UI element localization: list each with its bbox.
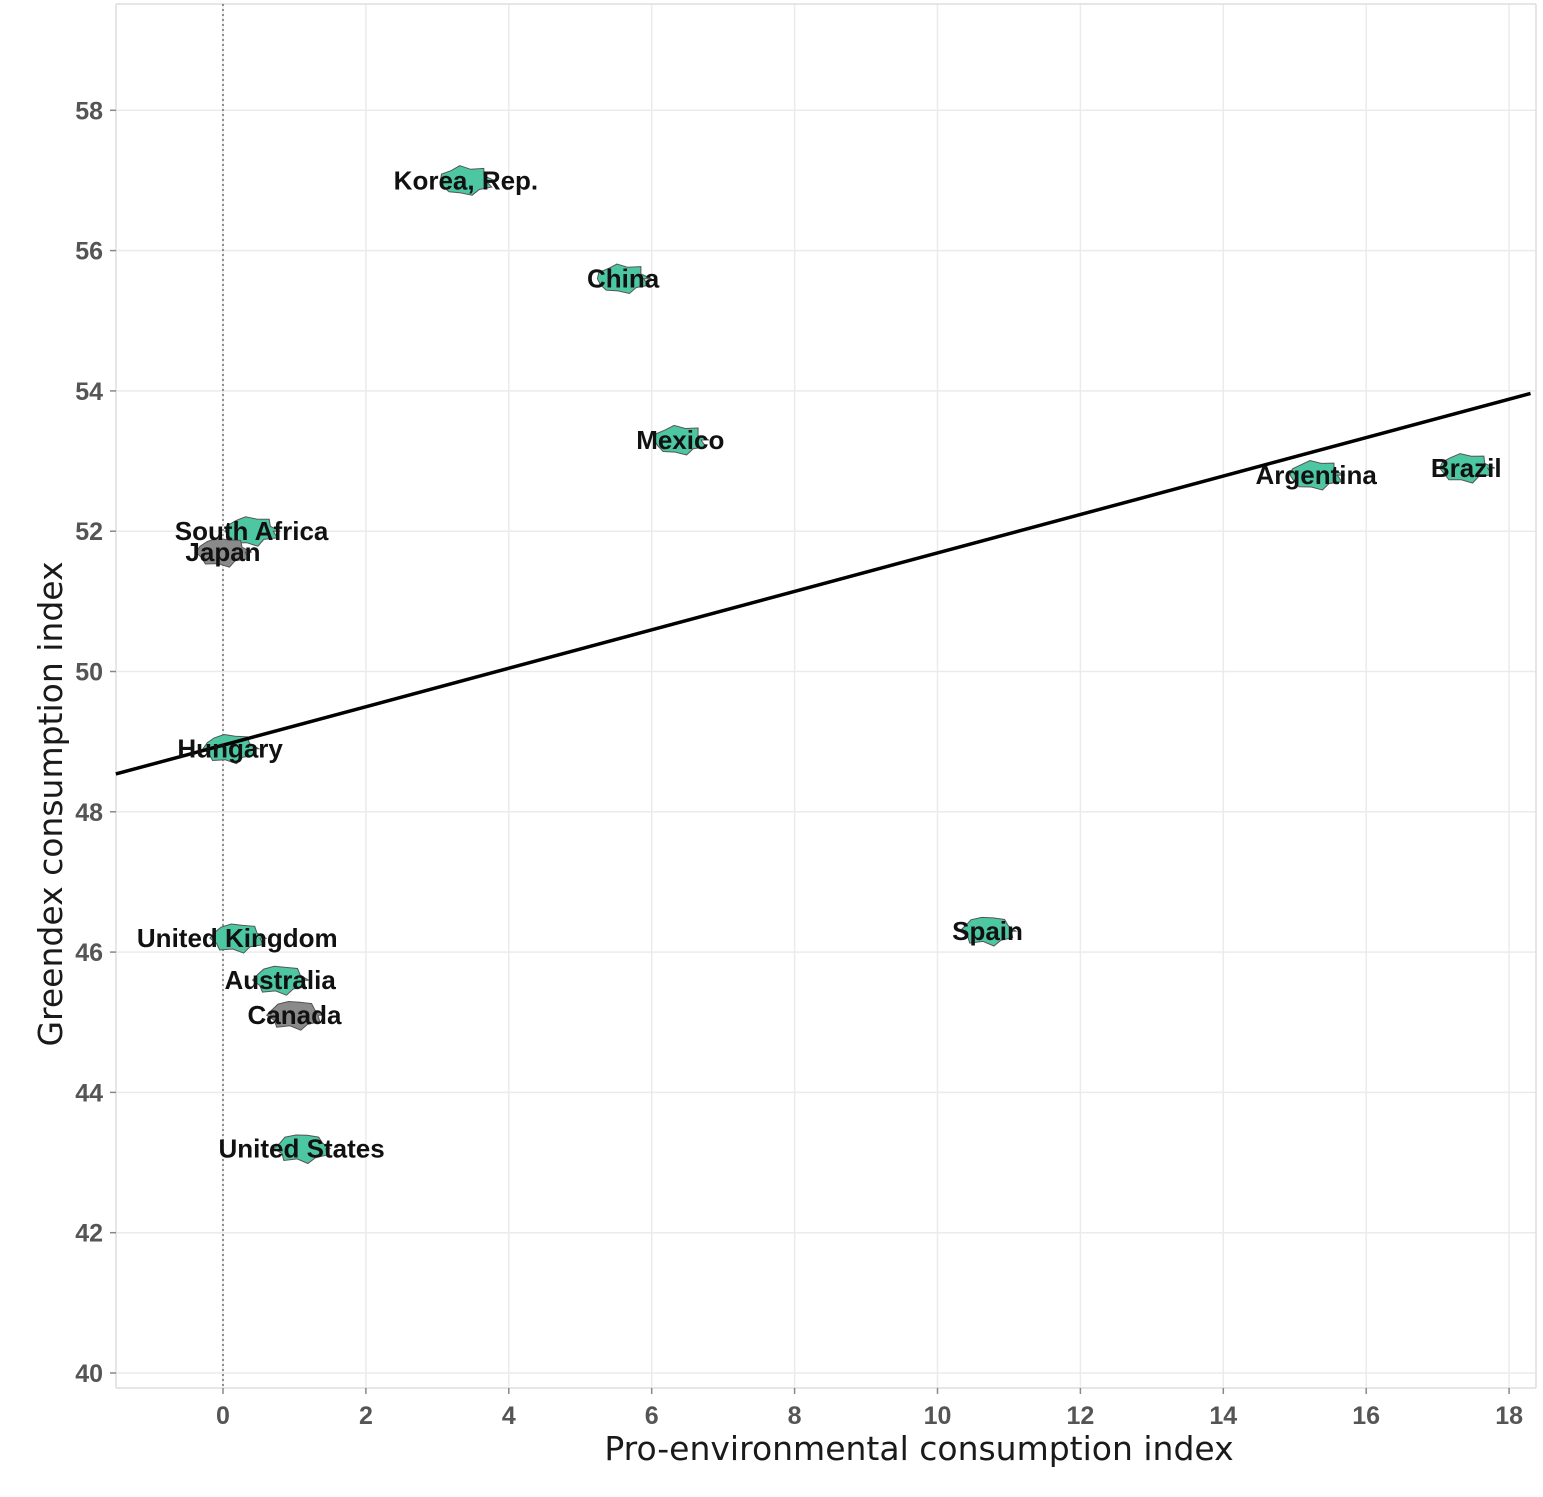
- point-label: Hungary: [177, 734, 283, 764]
- point-label: Japan: [185, 537, 260, 567]
- point-label: Spain: [952, 916, 1023, 946]
- country-marker: [195, 537, 252, 568]
- y-axis-title: Greendex consumption index: [31, 561, 70, 1046]
- x-tick-label: 10: [924, 1402, 952, 1430]
- x-axis-ticks: 0 2 4 6 8 10 12 14 16 18: [216, 1388, 1523, 1430]
- y-tick-label: 40: [75, 1360, 103, 1388]
- y-tick-label: 56: [75, 238, 103, 266]
- country-marker: [272, 1134, 332, 1165]
- y-tick-label: 54: [75, 378, 103, 406]
- point-label: Mexico: [636, 425, 724, 455]
- y-tick-label: 44: [75, 1079, 103, 1107]
- y-axis-ticks: 40 42 44 46 48 50 52 54 56 58: [75, 97, 116, 1388]
- x-tick-label: 12: [1066, 1402, 1094, 1430]
- point-label: China: [587, 264, 660, 294]
- x-tick-label: 4: [502, 1402, 516, 1430]
- x-tick-label: 18: [1495, 1402, 1523, 1430]
- y-tick-label: 58: [75, 97, 103, 125]
- point-label: Australia: [225, 965, 337, 995]
- point-label: Canada: [247, 1000, 341, 1030]
- country-marker: [439, 165, 495, 196]
- y-tick-label: 42: [75, 1220, 103, 1248]
- y-tick-label: 52: [75, 518, 103, 546]
- point-label: United Kingdom: [137, 923, 338, 953]
- x-tick-label: 8: [788, 1402, 802, 1430]
- country-marker: [202, 733, 261, 765]
- country-marker: [251, 965, 311, 996]
- country-marker: [265, 1000, 325, 1031]
- point-labels: Korea, Rep. China Mexico Argentina Brazil Sou…: [137, 165, 1502, 1163]
- country-markers: [195, 165, 1496, 1165]
- x-tick-label: 14: [1209, 1402, 1237, 1430]
- y-tick-label: 48: [75, 799, 103, 827]
- country-marker: [653, 424, 709, 456]
- x-axis-title: Pro-environmental consumption index: [604, 1429, 1233, 1468]
- x-tick-label: 0: [216, 1402, 230, 1430]
- point-label: United States: [219, 1134, 385, 1164]
- point-label: Argentina: [1256, 460, 1378, 490]
- country-marker: [1289, 459, 1346, 491]
- y-tick-label: 50: [75, 659, 103, 687]
- country-marker: [1439, 453, 1496, 484]
- country-marker: [209, 923, 268, 954]
- country-marker: [224, 516, 281, 547]
- country-marker: [596, 263, 652, 295]
- x-tick-label: 6: [645, 1402, 659, 1430]
- point-label: South Africa: [175, 516, 329, 546]
- point-label: Brazil: [1431, 453, 1502, 483]
- trend-line: [115, 391, 1531, 776]
- grid: [116, 4, 1536, 1388]
- y-tick-label: 46: [75, 939, 103, 967]
- x-tick-label: 2: [359, 1402, 373, 1430]
- country-marker: [958, 916, 1018, 947]
- point-label: Korea, Rep.: [394, 165, 539, 195]
- x-tick-label: 16: [1352, 1402, 1380, 1430]
